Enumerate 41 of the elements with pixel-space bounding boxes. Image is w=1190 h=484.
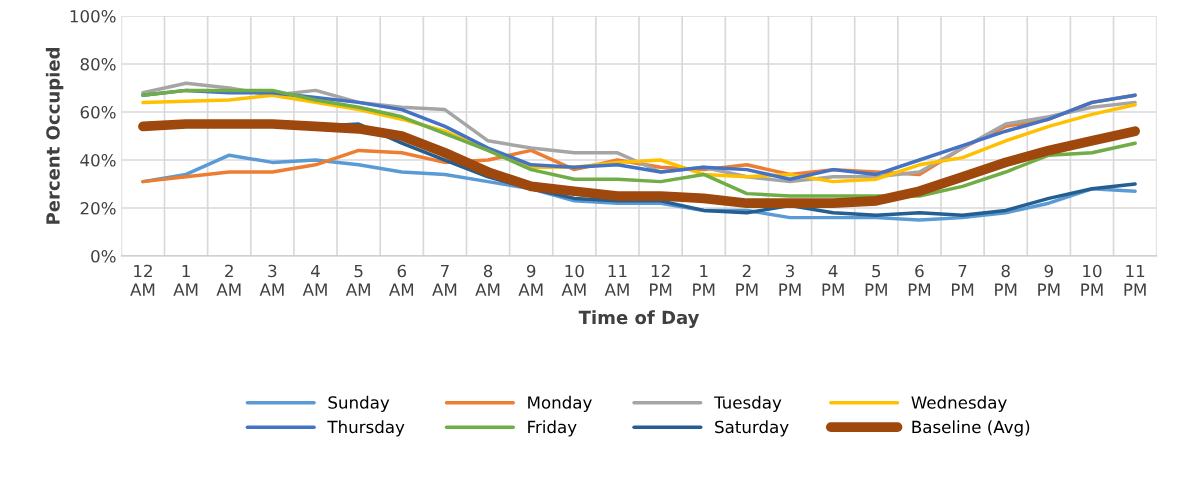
x-tick-label: 11 PM [1124,264,1146,296]
x-tick-label: 6 AM [389,264,414,296]
y-tick-label: 80% [80,57,116,71]
x-tick-label: 4 AM [302,264,327,296]
legend-label: Sunday [328,395,390,412]
x-tick-label: 5 PM [865,264,887,296]
y-tick-label: 20% [80,201,116,215]
x-tick-label: 11 AM [604,264,629,296]
x-tick-label: 12 AM [130,264,155,296]
x-tick-label: 1 PM [693,264,715,296]
x-tick-label: 10 AM [561,264,586,296]
legend-label: Thursday [327,420,405,437]
legend-label: Baseline (Avg) [912,420,1030,437]
x-tick-label: 10 PM [1081,264,1103,296]
y-tick-label: 60% [80,105,116,119]
y-tick-label: 40% [80,153,116,167]
x-axis-title: Time of Day [578,310,700,328]
x-tick-label: 6 PM [908,264,931,296]
x-tick-label: 4 PM [822,264,844,296]
x-tick-label: 12 PM [650,264,672,296]
x-tick-label: 3 PM [779,264,801,296]
line-series [141,88,1137,198]
x-tick-label: 7 AM [432,264,457,296]
x-tick-label: 8 AM [475,264,500,296]
x-tick-label: 1 AM [173,264,198,296]
legend-label: Friday [528,420,577,437]
y-axis-title: Percent Occupied [45,48,64,224]
x-tick-label: 9 AM [518,264,543,296]
x-tick-label: 3 AM [259,264,284,296]
x-tick-label: 2 PM [736,264,758,296]
x-tick-label: 8 PM [995,264,1017,296]
legend-label: Monday [528,395,592,412]
legend-label: Wednesday [911,395,1007,412]
x-tick-label: 5 AM [345,264,370,296]
y-tick-label: 100% [70,9,116,23]
x-tick-label: 9 PM [1038,264,1060,296]
x-tick-label: 2 AM [216,264,241,296]
legend-label: Saturday [715,420,789,437]
y-tick-label: 0% [91,250,116,263]
x-tick-label: 7 PM [951,264,974,296]
legend-label: Tuesday [713,395,782,412]
